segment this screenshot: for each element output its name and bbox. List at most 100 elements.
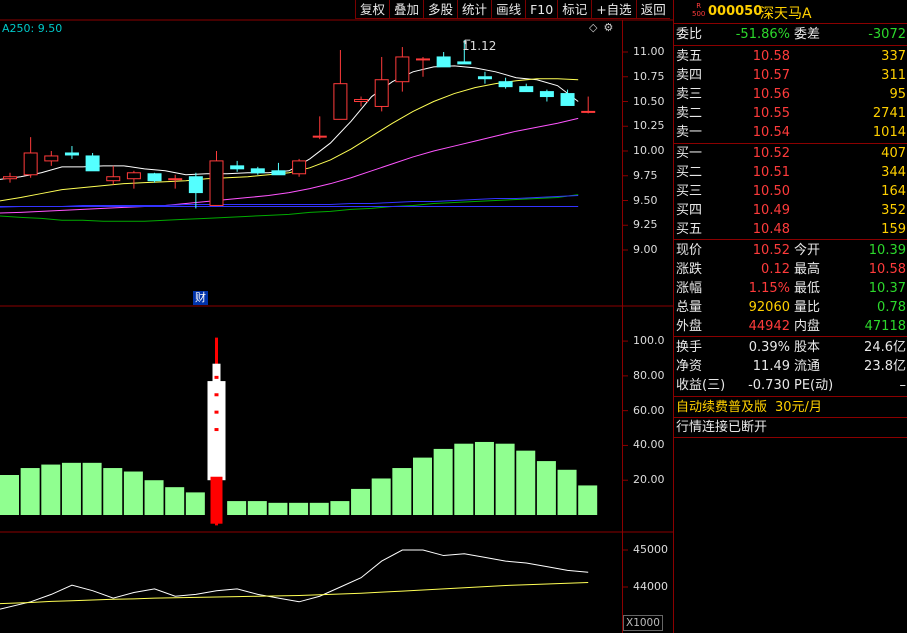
fundamental-row: 换手 0.39% 股本 24.6亿 bbox=[676, 340, 906, 355]
price-axis-tick: 10.75 bbox=[633, 69, 665, 83]
candlestick bbox=[230, 160, 245, 172]
indicator-bar bbox=[578, 485, 598, 515]
toolbar-button-4[interactable]: 画线 bbox=[491, 0, 526, 19]
candlestick bbox=[44, 151, 59, 166]
gear-icon[interactable]: ⚙ bbox=[603, 21, 614, 34]
ask-row: 卖五 10.58 337 bbox=[676, 49, 906, 64]
candlestick bbox=[354, 96, 369, 107]
price-axis-tick: 9.50 bbox=[633, 193, 658, 207]
indicator-bar bbox=[41, 464, 61, 515]
ask-row: 卖一 10.54 1014 bbox=[676, 125, 906, 140]
toolbar-button-7[interactable]: +自选 bbox=[591, 0, 636, 19]
candlestick bbox=[64, 146, 79, 159]
fundamental-row: 净资 11.49 流通 23.8亿 bbox=[676, 359, 906, 374]
indicator-bar bbox=[227, 501, 247, 515]
candlestick bbox=[188, 172, 203, 209]
chart-toolbar: 复权 叠加 多股 统计 画线 F10 标记 +自选 返回 bbox=[355, 0, 670, 20]
stat-row: 现价 10.52 今开 10.39 bbox=[676, 243, 906, 258]
price-axis-tick: 9.75 bbox=[633, 168, 658, 182]
indicator-bar bbox=[413, 457, 432, 515]
ma-readout: A250: 9.50 bbox=[2, 22, 63, 35]
candlestick bbox=[581, 96, 596, 114]
ask-row: 卖三 10.56 95 bbox=[676, 87, 906, 102]
bid-row: 买二 10.51 344 bbox=[676, 165, 906, 180]
toolbar-button-3[interactable]: 统计 bbox=[457, 0, 492, 19]
indicator-bar bbox=[536, 461, 556, 515]
bid-row: 买一 10.52 407 bbox=[676, 146, 906, 161]
indicator-bar bbox=[185, 492, 205, 515]
chart-corner-icons: ◇ ⚙ bbox=[589, 21, 619, 34]
toolbar-button-8[interactable]: 返回 bbox=[635, 0, 670, 19]
indicator-bar bbox=[392, 468, 412, 515]
candlestick bbox=[395, 47, 410, 92]
candlestick bbox=[126, 170, 141, 189]
indicator-bar bbox=[165, 487, 185, 515]
indicator-bar bbox=[289, 502, 309, 515]
order-ratio-value: -51.86% bbox=[735, 27, 790, 42]
candlestick bbox=[3, 172, 17, 183]
candlestick bbox=[416, 56, 430, 77]
promo-banner[interactable]: 自动续费普及版 30元/月 bbox=[676, 400, 822, 415]
price-axis-tick: 9.25 bbox=[633, 218, 658, 232]
ask-row: 卖四 10.57 311 bbox=[676, 68, 906, 83]
indicator-axis-tick: 60.00 bbox=[633, 403, 665, 417]
toolbar-button-0[interactable]: 复权 bbox=[355, 0, 390, 19]
indicator-bar bbox=[474, 441, 494, 515]
indicator-axis-tick: 100.0 bbox=[633, 334, 665, 348]
indicator-bar bbox=[454, 443, 474, 515]
stat-row: 涨跌 0.12 最高 10.58 bbox=[676, 262, 906, 277]
indicator-bar bbox=[103, 468, 123, 515]
price-axis-tick: 9.00 bbox=[633, 243, 658, 256]
fundamental-row: 收益(三) -0.730 PE(动) – bbox=[676, 378, 906, 393]
price-axis-tick: 10.00 bbox=[633, 144, 665, 157]
toolbar-button-6[interactable]: 标记 bbox=[557, 0, 592, 19]
price-axis-tick: 11.00 bbox=[633, 45, 665, 58]
order-diff-value: -3072 bbox=[868, 27, 906, 42]
stock-name: 深天马A bbox=[760, 6, 812, 22]
indicator-bar bbox=[330, 501, 350, 515]
indicator-bar bbox=[371, 478, 391, 515]
indicator-bar bbox=[351, 488, 371, 515]
indicator-bar bbox=[144, 480, 164, 515]
candlestick bbox=[498, 77, 513, 89]
stat-row: 总量 92060 量比 0.78 bbox=[676, 300, 906, 315]
candlestick bbox=[250, 166, 265, 175]
indicator-bar bbox=[309, 502, 329, 515]
indicator-axis-tick: 80.00 bbox=[633, 368, 665, 382]
bid-row: 买三 10.50 164 bbox=[676, 184, 906, 199]
toolbar-button-2[interactable]: 多股 bbox=[423, 0, 458, 19]
indicator-bar bbox=[247, 501, 267, 515]
volume-axis-tick: 44000 bbox=[633, 580, 668, 593]
indicator-bar bbox=[61, 462, 81, 515]
volume-yellow-line bbox=[0, 582, 589, 605]
candlestick bbox=[312, 116, 327, 140]
indicator-bar bbox=[516, 450, 536, 515]
financial-report-badge[interactable]: 财 bbox=[193, 291, 208, 305]
toolbar-button-5[interactable]: F10 bbox=[525, 0, 558, 19]
candlestick bbox=[23, 137, 38, 178]
candlestick bbox=[292, 158, 307, 177]
candlestick bbox=[436, 52, 451, 68]
indicator-bar bbox=[557, 469, 577, 515]
indicator-bar bbox=[20, 468, 40, 515]
indicator-spike bbox=[207, 337, 226, 526]
diamond-icon[interactable]: ◇ bbox=[589, 21, 598, 34]
ma10-line bbox=[0, 78, 579, 202]
indicator-bar bbox=[268, 502, 288, 515]
candlestick bbox=[333, 50, 348, 120]
kline-chart-area[interactable]: 复权 叠加 多股 统计 画线 F10 标记 +自选 返回 A250: 9.50 ◇ ⚙ 11.12… bbox=[0, 0, 673, 633]
candlestick bbox=[168, 174, 183, 189]
bid-row: 买四 10.49 352 bbox=[676, 203, 906, 218]
stat-row: 涨幅 1.15% 最低 10.37 bbox=[676, 281, 906, 296]
toolbar-button-1[interactable]: 叠加 bbox=[389, 0, 424, 19]
peak-price-label: 11.12 bbox=[462, 39, 497, 53]
stock-code: 000050 bbox=[708, 4, 763, 19]
indicator-axis-tick: 20.00 bbox=[633, 473, 665, 487]
ask-row: 卖二 10.55 2741 bbox=[676, 106, 906, 121]
chart-canvas[interactable] bbox=[0, 0, 673, 633]
ma60-line bbox=[0, 194, 579, 222]
price-axis-tick: 10.25 bbox=[633, 119, 665, 133]
stat-row: 外盘 44942 内盘 47118 bbox=[676, 319, 906, 334]
indicator-bar bbox=[433, 448, 453, 515]
candlestick bbox=[374, 56, 389, 112]
